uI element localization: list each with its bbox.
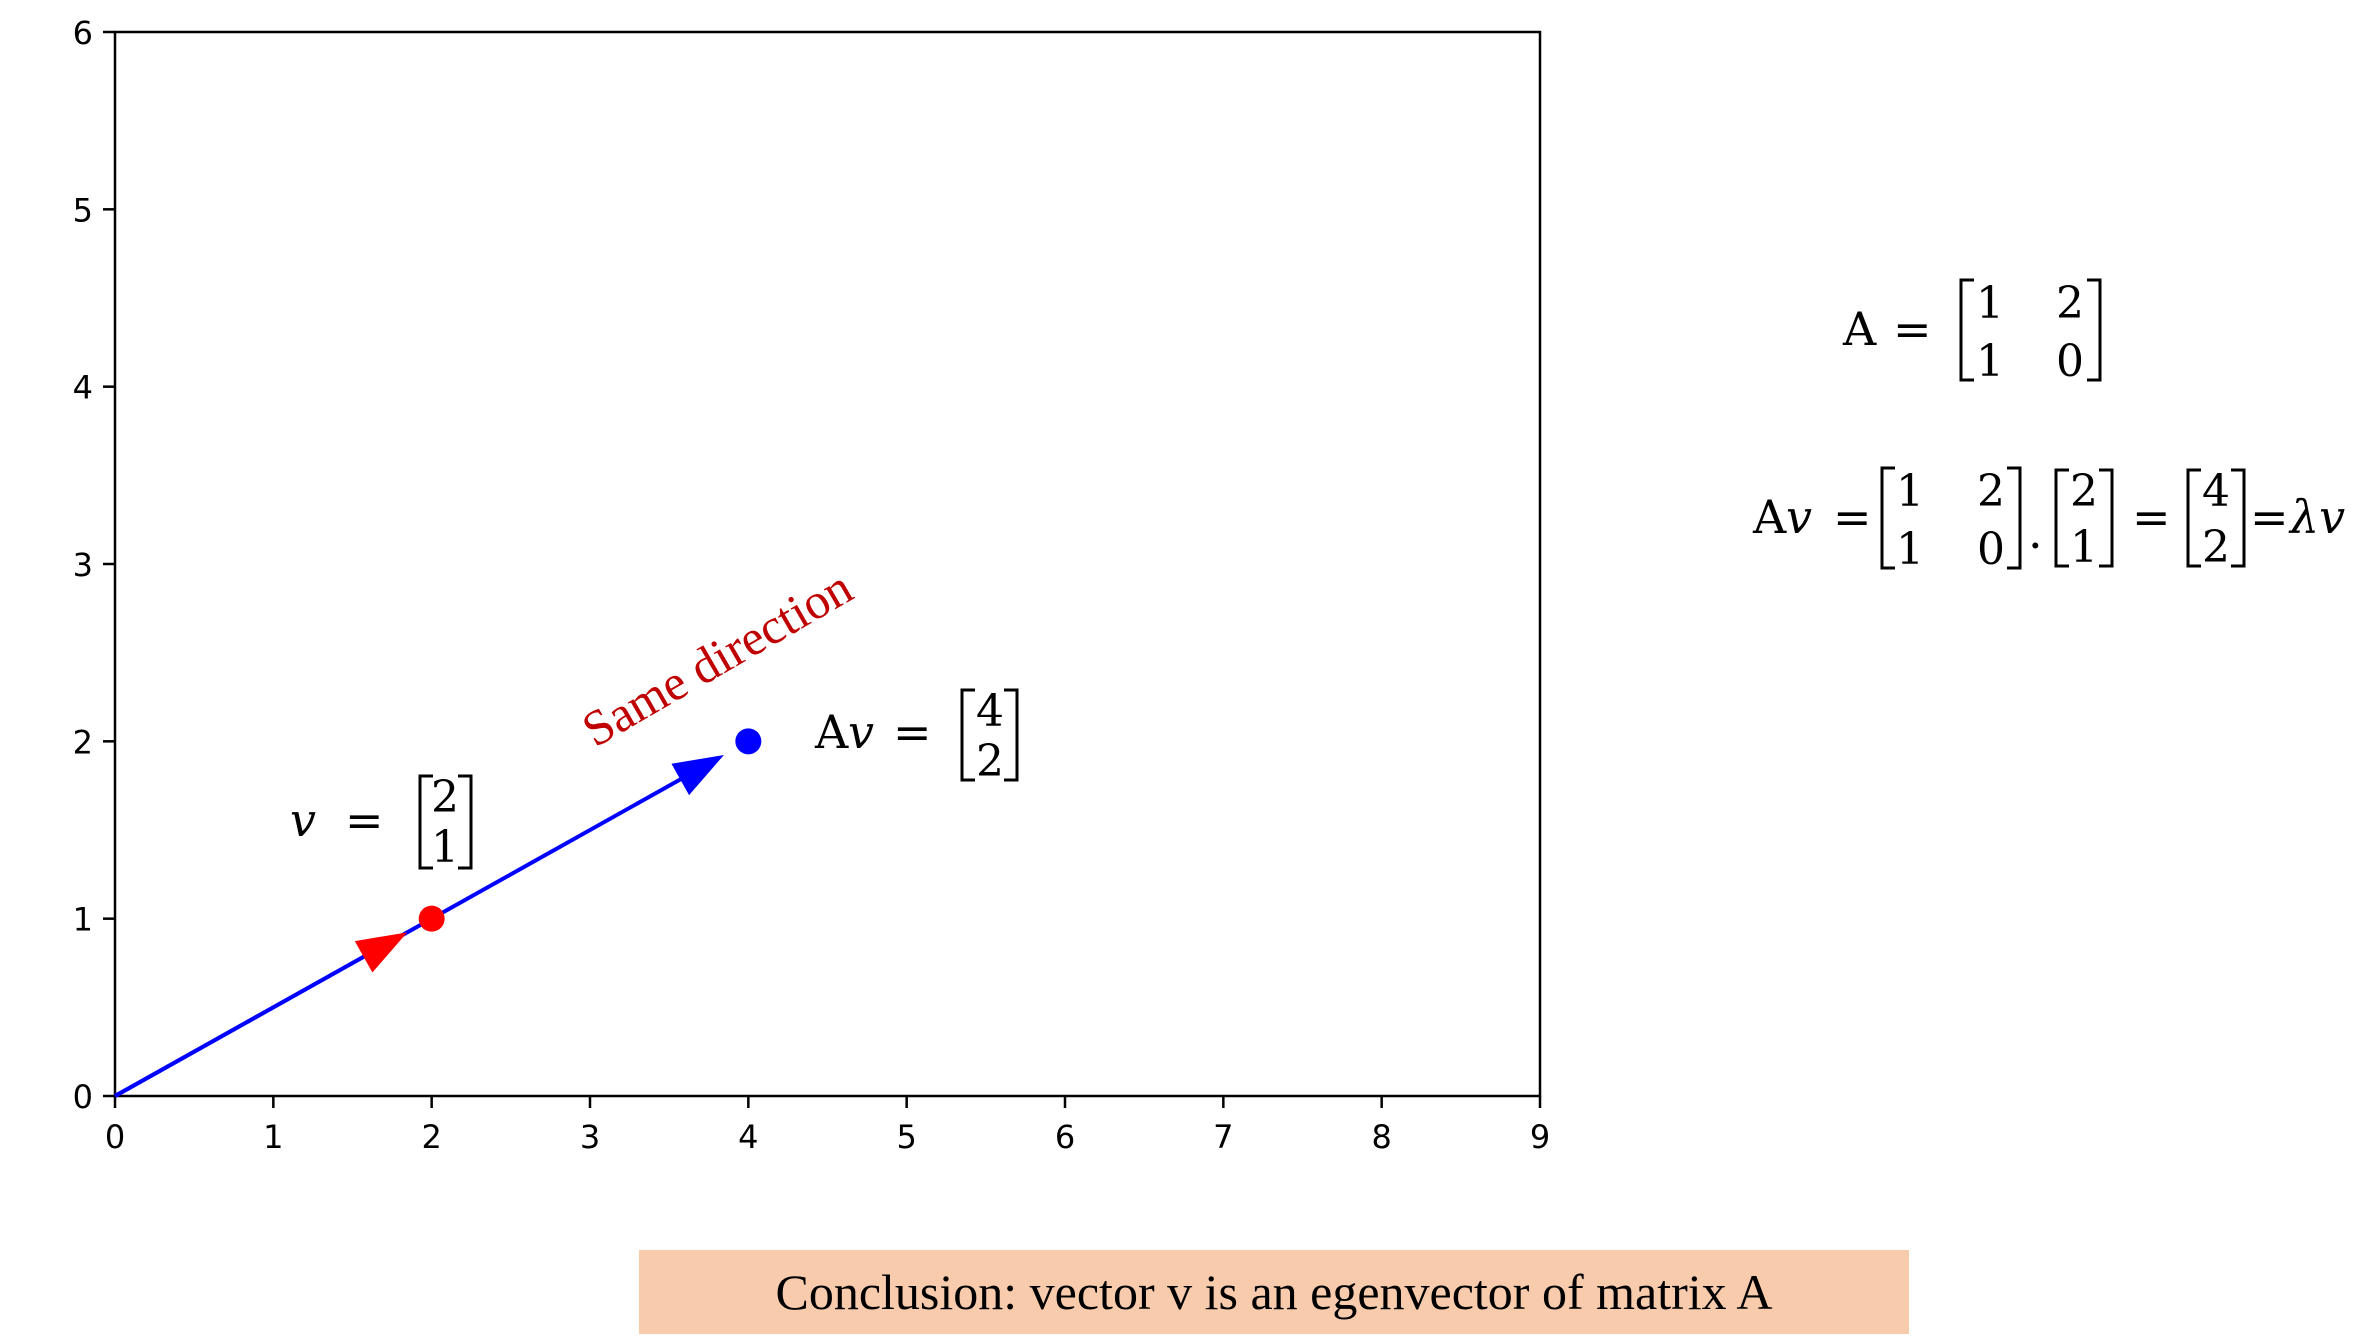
eq-equals-3: = <box>2250 490 2289 544</box>
eq-av-a: A <box>1752 490 1787 544</box>
eq-res-bracket-right <box>2231 468 2246 568</box>
eq-av-equals: = <box>1833 490 1872 544</box>
x-tick-label: 9 <box>1530 1118 1550 1156</box>
x-tick-label: 1 <box>263 1118 283 1156</box>
v-bracket-right <box>458 774 473 870</box>
vector-v-arrowhead <box>354 932 408 973</box>
matrix-a-11: 1 <box>1976 278 2004 329</box>
x-axis-ticks: 0 1 2 3 4 5 6 7 8 9 <box>105 1096 1550 1156</box>
vector-v-endpoint <box>418 905 445 932</box>
v-equals: = <box>345 793 384 847</box>
y-tick-label: 5 <box>73 191 93 229</box>
av-v: v <box>848 705 874 759</box>
lambda-v: λv <box>2288 490 2345 544</box>
x-tick-label: 4 <box>738 1118 758 1156</box>
y-axis-ticks: 0 1 2 3 4 5 6 <box>73 14 115 1116</box>
eq-matrix-bracket-right <box>2007 466 2022 570</box>
av-equation: A v = 1 2 1 0 . 2 1 = 4 2 = λv <box>1752 466 2345 575</box>
matrix-a-21: 1 <box>1976 336 2004 387</box>
matrix-a-bracket-right <box>2087 278 2102 382</box>
conclusion-box: Conclusion: vector v is an egenvector of… <box>639 1250 1909 1334</box>
vector-av-arrowhead <box>671 755 724 796</box>
matrix-a-equals: = <box>1893 302 1932 356</box>
x-tick-label: 5 <box>896 1118 916 1156</box>
vector-av-endpoint <box>735 728 762 755</box>
eq-vec-bracket-right <box>2099 468 2114 568</box>
eq-vec-2: 1 <box>2070 522 2098 573</box>
eq-res-1: 4 <box>2202 466 2230 517</box>
eq-dot: . <box>2028 505 2043 559</box>
v-entry-1: 2 <box>431 772 459 823</box>
v-entry-2: 1 <box>431 822 459 873</box>
y-tick-label: 3 <box>73 546 93 584</box>
av-equals: = <box>893 705 932 759</box>
matrix-a-equation: A = 1 2 1 0 <box>1842 278 2102 387</box>
av-a: A <box>814 705 849 759</box>
matrix-a-22: 0 <box>2056 336 2084 387</box>
eq-matrix-bracket-left <box>1880 466 1895 570</box>
x-tick-label: 3 <box>580 1118 600 1156</box>
eq-matrix-11: 1 <box>1896 466 1924 517</box>
x-tick-label: 7 <box>1213 1118 1233 1156</box>
v-symbol: v <box>290 793 316 847</box>
y-tick-label: 4 <box>73 369 93 407</box>
av-entry-1: 4 <box>976 686 1004 737</box>
av-entry-2: 2 <box>976 736 1004 787</box>
x-tick-label: 8 <box>1371 1118 1391 1156</box>
eq-av-v: v <box>1786 490 1812 544</box>
v-label: v = 2 1 <box>290 772 473 873</box>
av-bracket-left <box>960 688 975 782</box>
vectors <box>114 728 762 1098</box>
y-tick-label: 0 <box>73 1078 93 1116</box>
conclusion-text: Conclusion: vector v is an egenvector of… <box>775 1264 1773 1320</box>
y-tick-label: 2 <box>73 723 93 761</box>
vector-v-shaft <box>114 933 403 1098</box>
eq-equals-2: = <box>2132 490 2171 544</box>
av-label: A v = 4 2 <box>814 686 1019 787</box>
eq-vec-bracket-left <box>2054 468 2069 568</box>
eq-matrix-12: 2 <box>1977 466 2005 517</box>
x-tick-label: 0 <box>105 1118 125 1156</box>
eq-matrix-22: 0 <box>1977 524 2005 575</box>
x-tick-label: 6 <box>1055 1118 1075 1156</box>
matrix-a-12: 2 <box>2056 278 2084 329</box>
y-tick-label: 1 <box>73 901 93 939</box>
v-bracket-left <box>418 774 433 870</box>
y-tick-label: 6 <box>73 14 93 52</box>
av-bracket-right <box>1004 688 1019 782</box>
eq-matrix-21: 1 <box>1896 524 1924 575</box>
eq-res-bracket-left <box>2186 468 2201 568</box>
matrix-a-name: A <box>1842 302 1877 356</box>
matrix-a-bracket-left <box>1959 278 1974 382</box>
eq-vec-1: 2 <box>2070 466 2098 517</box>
eq-res-2: 2 <box>2202 522 2230 573</box>
x-tick-label: 2 <box>421 1118 441 1156</box>
